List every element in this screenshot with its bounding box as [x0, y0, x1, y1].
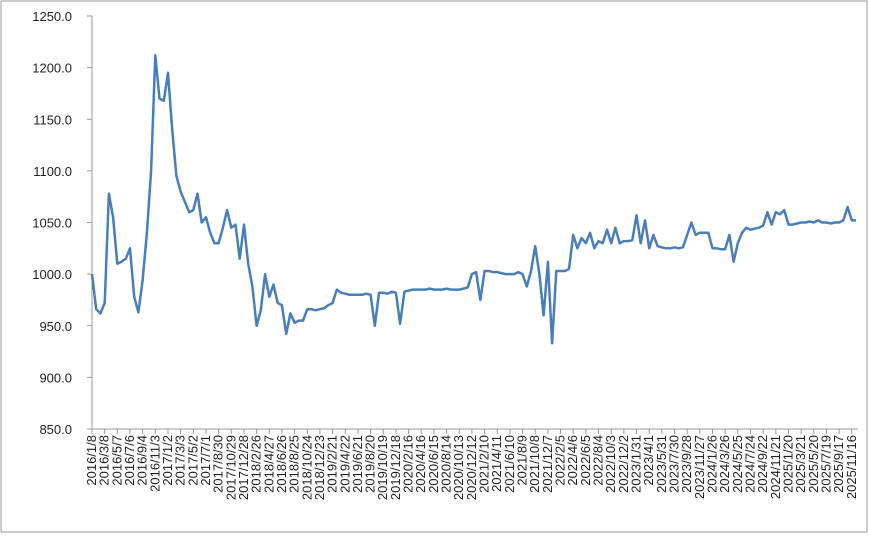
x-tick-label: 2017/1/2 — [160, 435, 175, 486]
x-tick-label: 2024/3/26 — [717, 435, 732, 493]
x-tick-label: 2021/6/10 — [502, 435, 517, 493]
x-tick-label: 2025/9/17 — [831, 435, 846, 493]
x-tick-label: 2022/8/4 — [591, 435, 606, 486]
x-tick-label: 2025/3/21 — [793, 435, 808, 493]
x-tick-label: 2017/8/30 — [211, 435, 226, 493]
x-tick-label: 2019/6/21 — [350, 435, 365, 493]
x-tick-label: 2020/10/13 — [451, 435, 466, 500]
x-tick-label: 2024/11/21 — [768, 435, 783, 499]
x-tick-label: 2020/8/14 — [439, 435, 454, 493]
x-tick-label: 2016/7/6 — [122, 435, 137, 486]
x-tick-label: 2020/6/15 — [426, 435, 441, 493]
x-tick-label: 2016/9/4 — [135, 435, 150, 486]
x-tick-label: 2016/1/8 — [84, 435, 99, 486]
y-tick-label: 1100.0 — [33, 164, 72, 179]
x-tick-label: 2022/4/6 — [565, 435, 580, 486]
y-tick-label: 1000.0 — [32, 267, 72, 282]
x-tick-label: 2022/2/5 — [553, 435, 568, 486]
x-tick-label: 2017/5/2 — [185, 435, 200, 486]
x-tick-label: 2025/5/20 — [806, 435, 821, 493]
x-tick-label: 2023/1/31 — [629, 435, 644, 493]
x-tick-label: 2018/6/26 — [274, 435, 289, 493]
x-tick-label: 2025/11/16 — [844, 435, 859, 499]
x-tick-label: 2018/2/26 — [249, 435, 264, 493]
x-tick-label: 2018/12/23 — [312, 435, 327, 500]
x-tick-label: 2019/8/20 — [363, 435, 378, 493]
x-tick-label: 2020/12/12 — [464, 435, 479, 500]
x-tick-label: 2021/4/11 — [489, 435, 504, 492]
x-tick-label: 2020/2/16 — [401, 435, 416, 493]
x-tick-label: 2016/11/3 — [147, 435, 162, 492]
x-tick-label: 2017/7/1 — [198, 435, 213, 486]
x-tick-label: 2017/3/3 — [173, 435, 188, 486]
x-tick-label: 2023/5/31 — [654, 435, 669, 493]
y-tick-label: 950.0 — [39, 319, 72, 334]
y-tick-label: 1200.0 — [32, 61, 72, 76]
x-tick-label: 2023/11/27 — [692, 435, 707, 499]
x-tick-label: 2019/4/22 — [337, 435, 352, 493]
x-tick-label: 2023/4/1 — [641, 435, 656, 486]
y-tick-label: 1050.0 — [32, 216, 72, 231]
x-tick-label: 2021/10/8 — [527, 435, 542, 493]
x-tick-label: 2017/12/28 — [236, 435, 251, 500]
x-tick-label: 2020/4/16 — [413, 435, 428, 493]
x-tick-label: 2021/12/7 — [540, 435, 555, 493]
x-tick-label: 2019/2/21 — [325, 435, 340, 493]
x-tick-label: 2023/7/30 — [666, 435, 681, 493]
x-tick-label: 2021/8/9 — [515, 435, 530, 486]
data-line — [90, 53, 856, 345]
y-tick-label: 1150.0 — [33, 112, 72, 127]
x-tick-label: 2023/9/28 — [679, 435, 694, 493]
x-tick-label: 2022/12/2 — [616, 435, 631, 493]
x-tick-label: 2022/10/3 — [603, 435, 618, 493]
x-tick-label: 2021/2/10 — [477, 435, 492, 493]
x-tick-label: 2019/10/19 — [375, 435, 390, 500]
x-tick-label: 2024/1/26 — [704, 435, 719, 493]
x-tick-label: 2022/6/5 — [578, 435, 593, 486]
x-tick-label: 2016/3/8 — [97, 435, 112, 486]
x-tick-label: 2017/10/29 — [223, 435, 238, 500]
x-tick-label: 2018/4/27 — [261, 435, 276, 493]
x-tick-label: 2024/9/22 — [755, 435, 770, 493]
x-tick-label: 2025/7/19 — [818, 435, 833, 493]
x-tick-label: 2019/12/18 — [388, 435, 403, 500]
y-tick-label: 850.0 — [39, 422, 72, 437]
x-tick-label: 2024/7/24 — [742, 435, 757, 493]
x-tick-label: 2018/8/25 — [287, 435, 302, 493]
x-tick-label: 2024/5/25 — [730, 435, 745, 493]
x-tick-label: 2016/5/7 — [109, 435, 124, 486]
x-tick-label: 2018/10/24 — [299, 435, 314, 500]
y-tick-label: 900.0 — [39, 370, 72, 385]
x-tick-label: 2025/1/20 — [780, 435, 795, 493]
y-tick-label: 1250.0 — [32, 9, 72, 24]
